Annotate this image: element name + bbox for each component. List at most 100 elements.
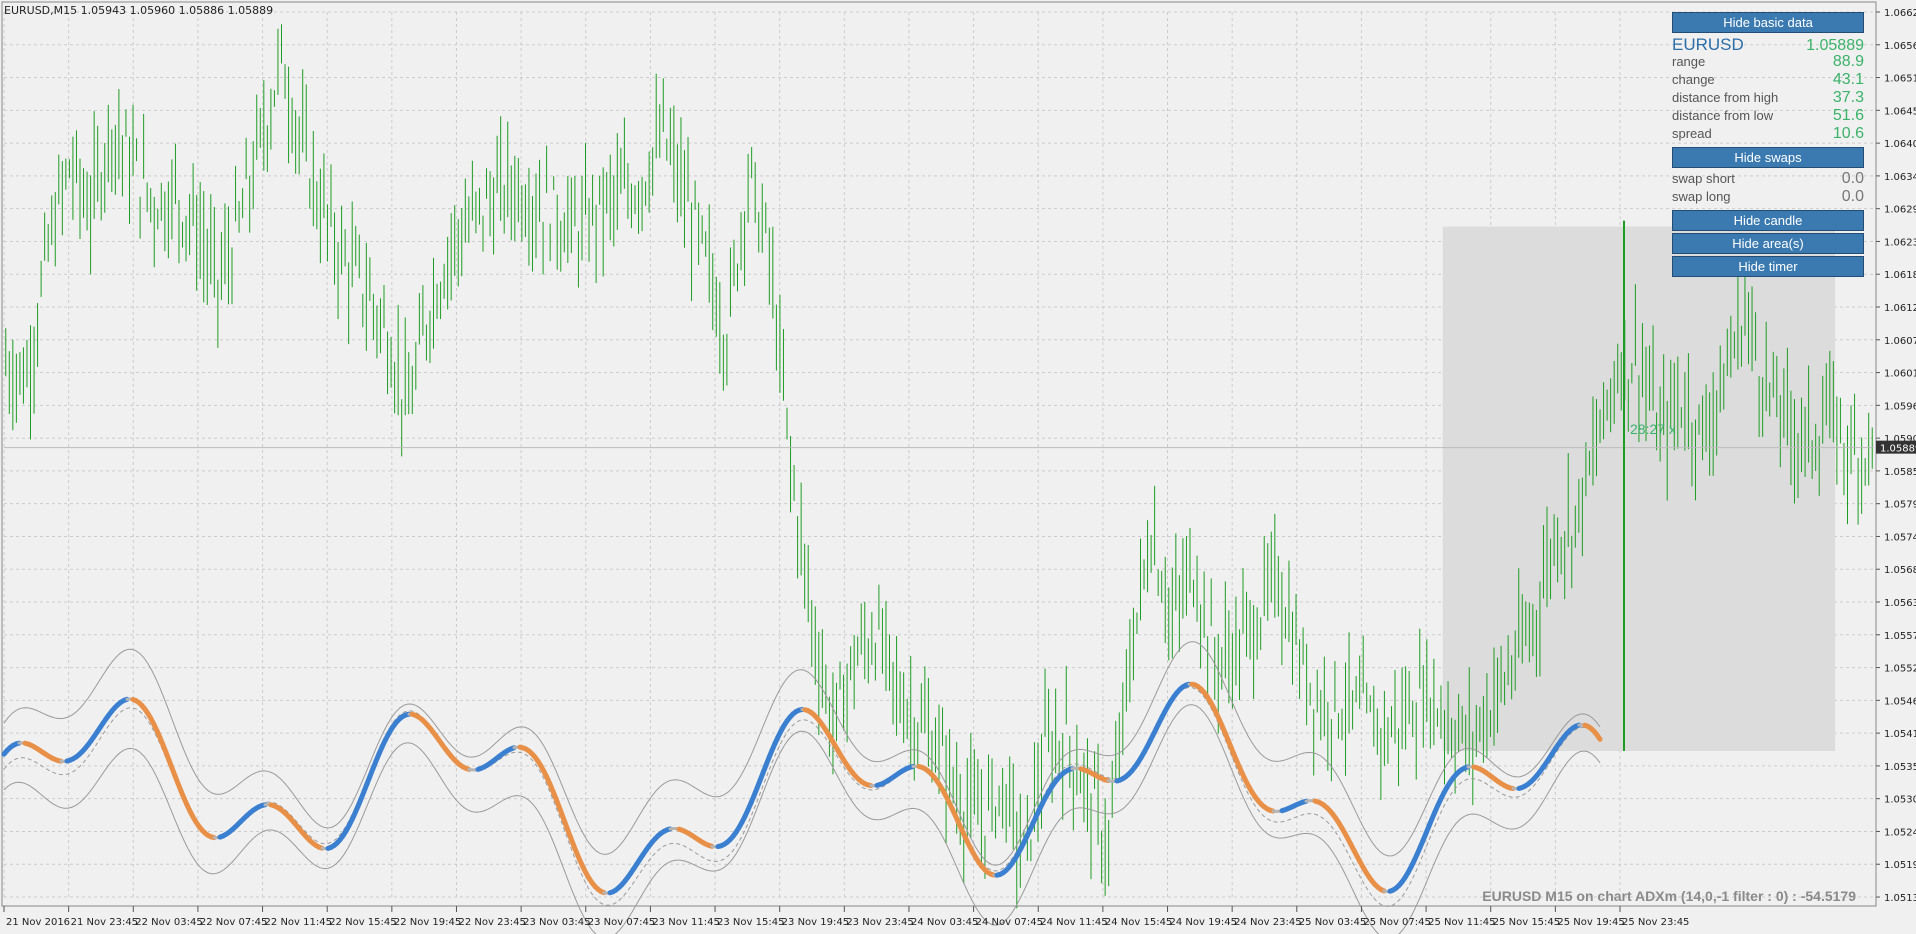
y-tick-label: 1.05465 — [1884, 696, 1916, 707]
y-tick-label: 1.05795 — [1884, 500, 1916, 511]
x-tick-label: 23 Nov 07:45 — [588, 917, 655, 928]
x-tick-label: 24 Nov 19:45 — [1170, 917, 1237, 928]
y-tick-label: 1.05685 — [1884, 565, 1916, 576]
swap-key: swap short — [1672, 171, 1735, 186]
y-tick-label: 1.05520 — [1884, 664, 1916, 675]
y-tick-label: 1.05960 — [1884, 401, 1916, 412]
x-tick-label: 25 Nov 23:45 — [1622, 917, 1689, 928]
x-tick-label: 24 Nov 15:45 — [1105, 917, 1172, 928]
x-tick-label: 23 Nov 19:45 — [782, 917, 849, 928]
info-value: 37.3 — [1832, 89, 1864, 106]
x-tick-label: 23 Nov 11:45 — [652, 917, 719, 928]
candle-timer: 28:27 x — [1630, 421, 1676, 437]
x-tick-label: 22 Nov 07:45 — [200, 917, 267, 928]
y-tick-label: 1.06125 — [1884, 303, 1916, 314]
swap-value: 0.0 — [1841, 170, 1864, 187]
hide-swaps-button[interactable]: Hide swaps — [1672, 147, 1864, 168]
price-bars — [4, 24, 1874, 909]
swap-row-short: swap short 0.0 — [1672, 170, 1864, 188]
y-tick-label: 1.06510 — [1884, 74, 1916, 85]
info-key: change — [1672, 72, 1715, 87]
hide-candle-button[interactable]: Hide candle — [1672, 210, 1864, 231]
info-key: range — [1672, 54, 1706, 69]
indicator-band-upper — [3, 641, 1601, 866]
y-tick-label: 1.06290 — [1884, 205, 1916, 216]
y-tick-label: 1.05740 — [1884, 532, 1916, 543]
x-tick-label: 22 Nov 11:45 — [265, 917, 332, 928]
y-tick-label: 1.05850 — [1884, 467, 1916, 478]
info-key: distance from high — [1672, 90, 1779, 105]
x-tick-label: 22 Nov 19:45 — [394, 917, 461, 928]
symbol-row: EURUSD 1.05889 — [1672, 35, 1864, 54]
y-tick-label: 1.06235 — [1884, 237, 1916, 248]
info-value: 43.1 — [1832, 71, 1864, 88]
y-tick-label: 1.06070 — [1884, 336, 1916, 347]
x-tick-label: 25 Nov 11:45 — [1428, 917, 1495, 928]
x-tick-label: 21 Nov 23:45 — [71, 917, 138, 928]
area-rect — [1442, 226, 1836, 752]
y-tick-label: 1.05190 — [1884, 860, 1916, 871]
x-tick-label: 23 Nov 23:45 — [846, 917, 913, 928]
swap-value: 0.0 — [1841, 188, 1864, 205]
swap-key: swap long — [1672, 189, 1731, 204]
y-tick-label: 1.06565 — [1884, 41, 1916, 52]
info-value: 51.6 — [1832, 107, 1864, 124]
symbol-price: 1.05889 — [1806, 37, 1864, 54]
y-tick-label: 1.05135 — [1884, 893, 1916, 904]
y-tick-label: 1.05575 — [1884, 631, 1916, 642]
current-price-tag — [1876, 440, 1916, 454]
x-tick-label: 25 Nov 03:45 — [1299, 917, 1366, 928]
y-tick-label: 1.06180 — [1884, 270, 1916, 281]
y-tick-label: 1.06455 — [1884, 106, 1916, 117]
hide-timer-button[interactable]: Hide timer — [1672, 256, 1864, 277]
current-price-label: 1.05889 — [1880, 444, 1916, 455]
x-tick-label: 24 Nov 11:45 — [1040, 917, 1107, 928]
y-tick-label: 1.05905 — [1884, 434, 1916, 445]
info-value: 88.9 — [1832, 53, 1864, 70]
indicator-segment — [1594, 732, 1603, 742]
y-tick-label: 1.05355 — [1884, 762, 1916, 773]
indicator-band-lower — [3, 704, 1601, 934]
hide-basic-data-button[interactable]: Hide basic data — [1672, 12, 1864, 33]
x-tick-label: 25 Nov 15:45 — [1493, 917, 1560, 928]
y-tick-label: 1.05630 — [1884, 598, 1916, 609]
x-tick-label: 21 Nov 2016 — [6, 917, 70, 928]
y-tick-label: 1.06345 — [1884, 172, 1916, 183]
indicator-label: EURUSD M15 on chart ADXm (14,0,-1 filter… — [1482, 888, 1856, 904]
info-row-range: range 88.9 — [1672, 53, 1864, 71]
highlight-area — [1442, 226, 1836, 752]
info-value: 10.6 — [1832, 125, 1864, 142]
x-tick-label: 25 Nov 07:45 — [1363, 917, 1430, 928]
x-tick-label: 23 Nov 15:45 — [717, 917, 784, 928]
hide-areas-button[interactable]: Hide area(s) — [1672, 233, 1864, 254]
info-panel: Hide basic data EURUSD 1.05889 range 88.… — [1672, 12, 1864, 279]
y-tick-label: 1.05300 — [1884, 795, 1916, 806]
y-tick-label: 1.06400 — [1884, 139, 1916, 150]
symbol-info-header: EURUSD,M15 1.05943 1.05960 1.05886 1.058… — [4, 4, 274, 17]
y-tick-label: 1.06015 — [1884, 369, 1916, 380]
info-row-distance-high: distance from high 37.3 — [1672, 89, 1864, 107]
info-key: distance from low — [1672, 108, 1774, 123]
x-tick-label: 24 Nov 23:45 — [1234, 917, 1301, 928]
indicator-band-mid — [3, 686, 1601, 908]
y-tick-label: 1.05410 — [1884, 729, 1916, 740]
info-row-distance-low: distance from low 51.6 — [1672, 107, 1864, 125]
symbol-name: EURUSD — [1672, 35, 1744, 54]
x-tick-label: 22 Nov 03:45 — [135, 917, 202, 928]
info-row-spread: spread 10.6 — [1672, 125, 1864, 143]
swap-row-long: swap long 0.0 — [1672, 188, 1864, 206]
y-tick-label: 1.06620 — [1884, 8, 1916, 19]
x-tick-label: 22 Nov 23:45 — [458, 917, 525, 928]
adx-indicator — [1, 641, 1603, 934]
x-tick-label: 24 Nov 03:45 — [911, 917, 978, 928]
x-tick-label: 24 Nov 07:45 — [976, 917, 1043, 928]
y-tick-label: 1.05245 — [1884, 827, 1916, 838]
info-key: spread — [1672, 126, 1712, 141]
x-tick-label: 23 Nov 03:45 — [523, 917, 590, 928]
x-tick-label: 25 Nov 19:45 — [1557, 917, 1624, 928]
info-row-change: change 43.1 — [1672, 71, 1864, 89]
price-axis: 1.06620 1.06565 1.06510 1.06455 1.06400 1.063… — [1876, 8, 1916, 904]
x-tick-label: 22 Nov 15:45 — [329, 917, 396, 928]
